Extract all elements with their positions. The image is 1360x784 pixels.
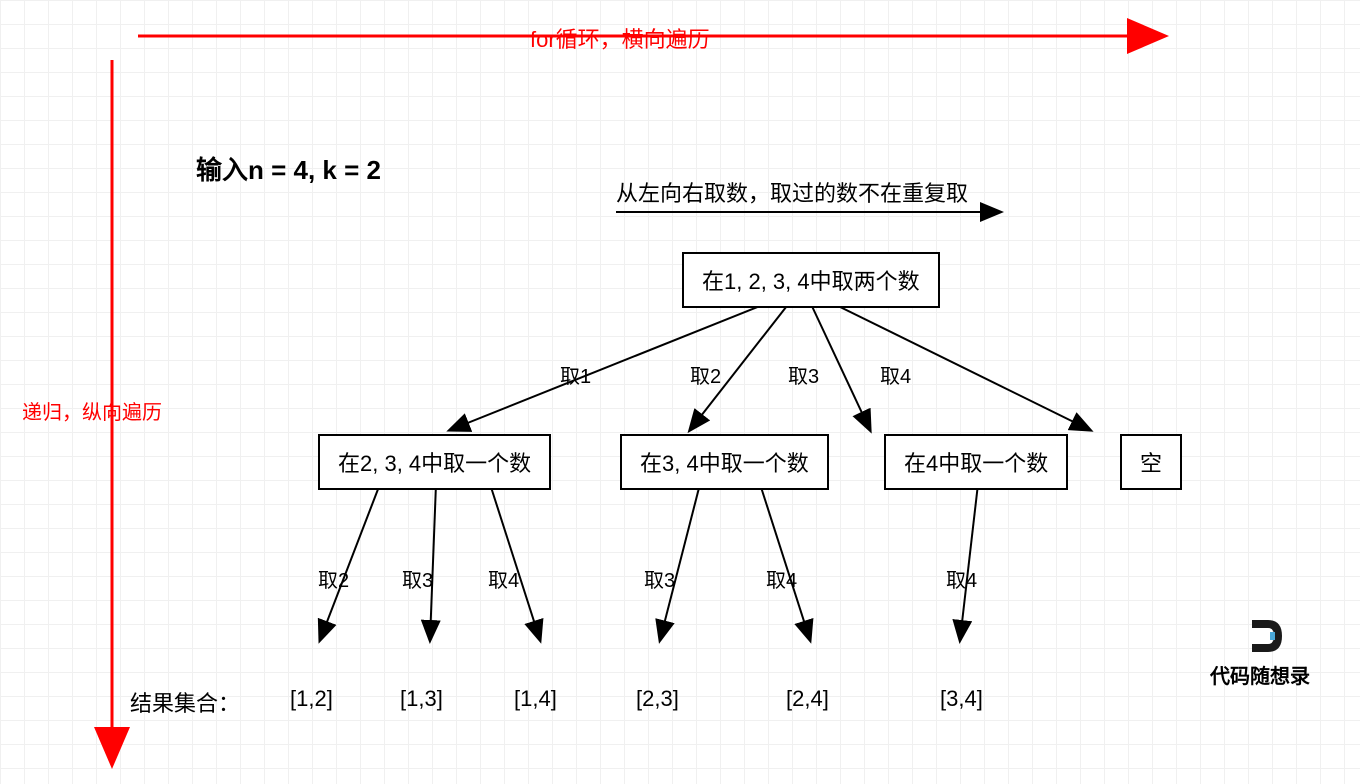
for-loop-label: for循环，横向遍历 (530, 22, 710, 54)
level1-node: 在2, 3, 4中取一个数 (318, 434, 551, 490)
result-item: [3,4] (940, 686, 983, 712)
edge-label: 取3 (788, 360, 819, 389)
edge-label: 取4 (946, 564, 977, 593)
root-node: 在1, 2, 3, 4中取两个数 (682, 252, 940, 308)
edge-label: 取2 (318, 564, 349, 593)
result-item: [2,3] (636, 686, 679, 712)
recursion-label: 递归，纵向遍历 (22, 396, 162, 425)
edge-label: 取4 (766, 564, 797, 593)
result-item: [1,2] (290, 686, 333, 712)
level2-edges (320, 484, 978, 640)
edge-label: 取2 (690, 360, 721, 389)
direction-label: 从左向右取数，取过的数不在重复取 (616, 176, 968, 208)
result-item: [1,4] (514, 686, 557, 712)
level1-node: 在4中取一个数 (884, 434, 1068, 490)
results-label: 结果集合： (130, 686, 240, 718)
level1-edges (450, 302, 1090, 430)
edge-label: 取4 (880, 360, 911, 389)
result-item: [2,4] (786, 686, 829, 712)
result-item: [1,3] (400, 686, 443, 712)
level1-node: 空 (1120, 434, 1182, 490)
input-parameters: 输入n = 4, k = 2 (196, 150, 381, 187)
edge-label: 取3 (402, 564, 433, 593)
edge-label: 取3 (644, 564, 675, 593)
edge-label: 取1 (560, 360, 591, 389)
arrows-layer (0, 0, 1360, 784)
watermark-logo (1248, 618, 1288, 659)
level1-node: 在3, 4中取一个数 (620, 434, 829, 490)
edge-label: 取4 (488, 564, 519, 593)
watermark-text: 代码随想录 (1210, 660, 1310, 689)
